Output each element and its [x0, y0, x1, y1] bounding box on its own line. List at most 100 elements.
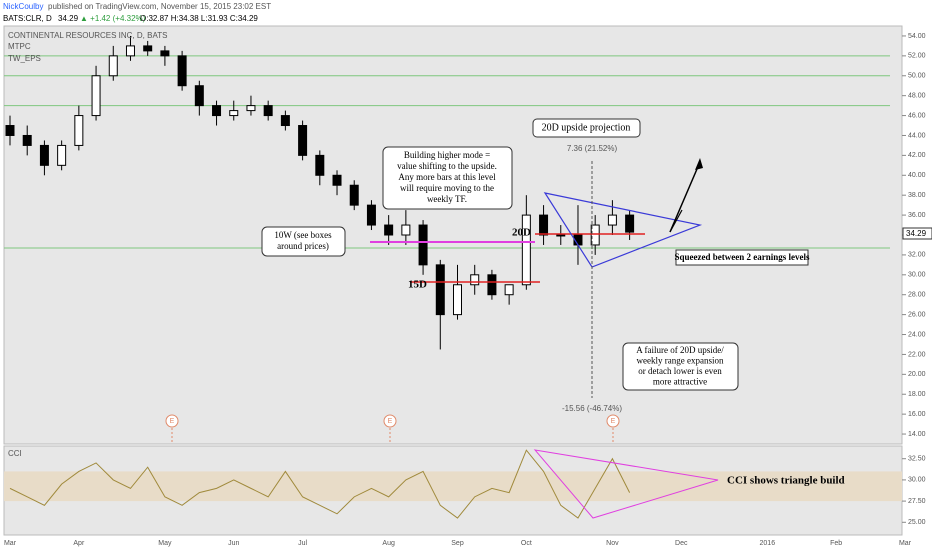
candle-body: [401, 224, 411, 236]
callout-text: 20D upside projection: [542, 122, 631, 133]
callout: [261, 226, 346, 257]
candle-body: [590, 224, 600, 246]
callout-text: around prices): [277, 241, 329, 251]
candle-body: [57, 144, 67, 166]
x-tick-label: Jun: [228, 540, 239, 547]
symbol: BATS:CLR, D: [3, 14, 52, 23]
y-tick-label: 20.00: [908, 371, 926, 378]
candle-body: [470, 274, 480, 286]
candle-body: [125, 45, 135, 57]
candle-body: [263, 105, 273, 117]
candle-body: [418, 224, 428, 266]
y-tick-label: 40.00: [908, 172, 926, 179]
x-tick-label: Aug: [382, 540, 395, 547]
label-15d: 15D: [408, 279, 427, 291]
y-tick-label: 14.00: [908, 431, 926, 438]
triangle: [543, 192, 703, 268]
candle-body: [22, 134, 32, 146]
x-tick-label: Mar: [899, 540, 912, 547]
x-tick-label: Feb: [830, 540, 842, 547]
candle-body: [607, 214, 617, 226]
y-tick-label: 27.50: [908, 498, 926, 505]
chart-title: CONTINENTAL RESOURCES INC, D, BATS: [8, 31, 167, 40]
callout-text: Any more bars at this level: [398, 172, 496, 182]
candle-body: [556, 234, 566, 237]
x-tick-label: 2016: [760, 540, 776, 547]
published: published on TradingView.com, November 1…: [48, 2, 271, 11]
callout-text: Squeezed between 2 earnings levels: [675, 252, 810, 262]
x-tick-label: Apr: [73, 540, 85, 547]
candle-body: [74, 115, 84, 146]
arrow: [669, 209, 683, 233]
candle-body: [194, 85, 204, 107]
candle-body: [177, 55, 187, 87]
x-tick-label: May: [158, 540, 172, 547]
callout-text: Building higher mode =: [404, 150, 490, 160]
y-tick-label: 30.00: [908, 272, 926, 279]
earnings-marker: [606, 414, 620, 428]
label-20d: 20D: [512, 227, 531, 239]
y-tick-label: 24.00: [908, 331, 926, 338]
callout-text: weekly range expansion: [637, 356, 724, 366]
earnings-label: E: [388, 418, 393, 425]
candle-body: [332, 174, 342, 186]
y-tick-label: 48.00: [908, 93, 926, 100]
y-tick-label: 32.50: [908, 456, 926, 463]
y-tick-label: 38.00: [908, 192, 926, 199]
earnings-marker: [165, 414, 179, 428]
y-tick-label: 25.00: [908, 519, 926, 526]
user[interactable]: NickCoulby: [3, 2, 43, 11]
arrow: [669, 161, 701, 233]
y-tick-label: 26.00: [908, 311, 926, 318]
candle-body: [212, 105, 222, 117]
projection-up: 7.36 (21.52%): [567, 144, 618, 153]
callout-text: 10W (see boxes: [274, 230, 332, 240]
last: 34.29: [58, 14, 79, 23]
y-tick-label: 46.00: [908, 112, 926, 119]
earnings-marker: [383, 414, 397, 428]
arrow-head: [695, 158, 703, 170]
x-tick-label: Oct: [521, 540, 532, 547]
y-tick-label: 18.00: [908, 391, 926, 398]
callout: [532, 118, 641, 138]
y-tick-label: 42.00: [908, 152, 926, 159]
cci-band: [4, 471, 902, 502]
cci-line: [9, 449, 631, 519]
candle-body: [229, 110, 239, 117]
candle-body: [366, 204, 376, 226]
callout-text: more attractive: [653, 377, 707, 387]
y-tick-label: 44.00: [908, 132, 926, 139]
indicator: MTPC: [8, 42, 31, 51]
candle-body: [160, 50, 170, 57]
candle-body: [108, 55, 118, 77]
earnings-label: E: [170, 418, 175, 425]
candle-body: [298, 125, 308, 156]
callout-text: weekly TF.: [427, 194, 467, 204]
y-tick-label: 30.00: [908, 477, 926, 484]
candle-body: [5, 125, 15, 136]
candle-body: [487, 274, 497, 296]
y-tick-label: 54.00: [908, 33, 926, 40]
ohlc: O:32.87 H:34.38 L:31.93 C:34.29: [140, 14, 258, 23]
candle-body: [315, 154, 325, 176]
price-tag-box: [902, 227, 932, 240]
callout: [622, 342, 739, 391]
candle-body: [143, 45, 153, 52]
candle-body: [521, 214, 531, 286]
cci-triangle: [533, 449, 719, 519]
cci-title: CCI: [8, 449, 22, 458]
candle-body: [504, 284, 514, 296]
indicator: TW_EPS: [8, 54, 41, 63]
candle-body: [384, 224, 394, 236]
callout-text: value shifting to the upside.: [397, 161, 497, 171]
y-tick-label: 16.00: [908, 411, 926, 418]
x-tick-label: Dec: [675, 540, 688, 547]
y-tick-label: 36.00: [908, 212, 926, 219]
candle-body: [91, 75, 101, 117]
y-tick-label: 32.00: [908, 252, 926, 259]
callout: [675, 249, 809, 266]
candle-body: [39, 144, 49, 166]
candle-body: [280, 115, 290, 127]
price-tag: 34.29: [906, 229, 927, 238]
